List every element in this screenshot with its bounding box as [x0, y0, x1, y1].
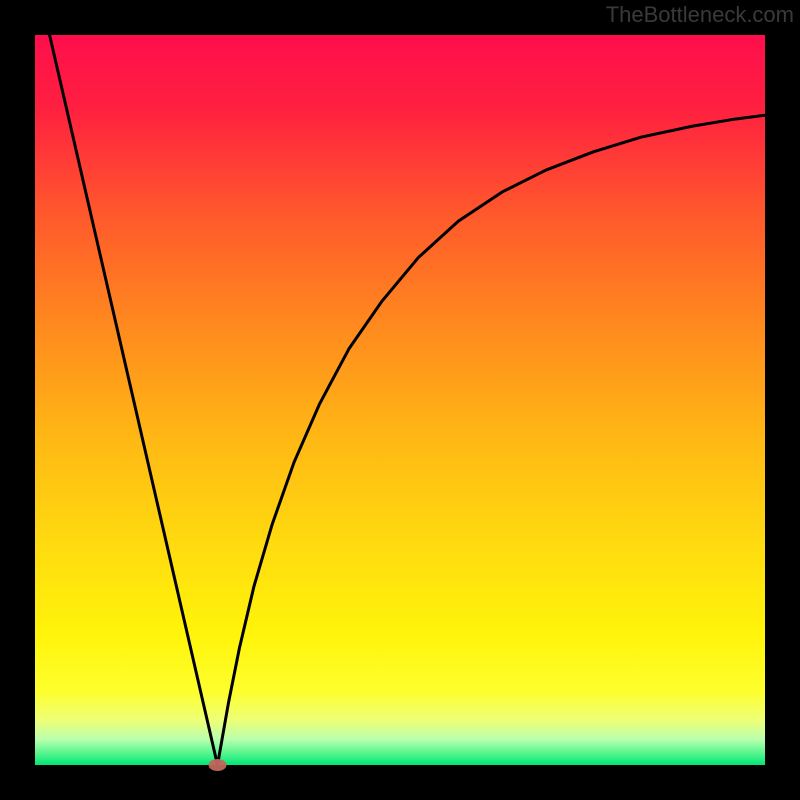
plot-background: [35, 35, 765, 765]
chart-container: TheBottleneck.com: [0, 0, 800, 800]
watermark-text: TheBottleneck.com: [606, 2, 794, 28]
bottleneck-chart: [0, 0, 800, 800]
optimum-marker: [209, 759, 227, 771]
